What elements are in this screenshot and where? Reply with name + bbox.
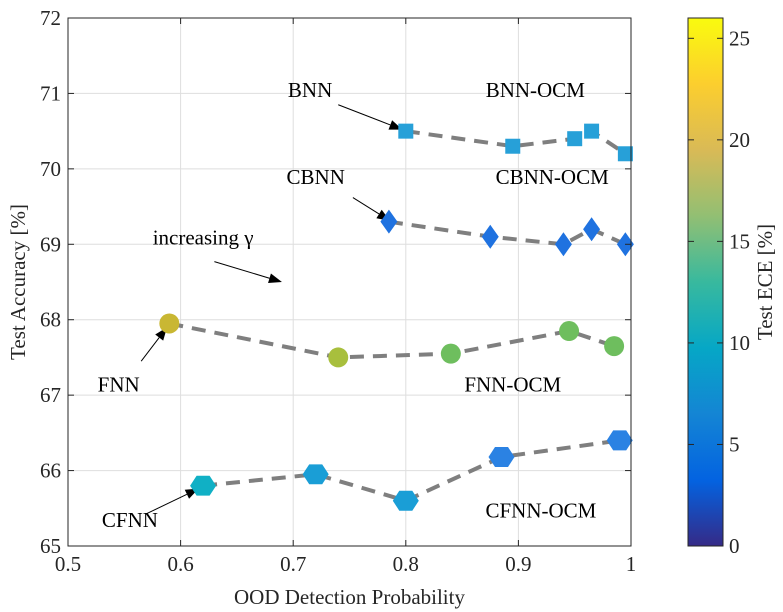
annotation-label: CBNN-OCM [496,165,610,189]
square-marker [617,146,633,162]
colorbar-label: Test ECE [%] [753,224,777,340]
colorbar-tick-label: 10 [729,331,750,355]
x-tick-label: 0.5 [55,552,81,576]
diamond-marker [554,232,572,257]
colorbar-tick-label: 20 [729,128,750,152]
colorbar-tick-label: 5 [729,432,740,456]
annotation-label: CFNN [102,508,158,532]
plot-frame [67,17,632,547]
x-tick-label: 0.7 [280,552,306,576]
hexagon-marker [392,490,419,511]
y-tick-label: 67 [40,383,61,407]
arrow-shaft [146,493,188,515]
colorbar-tick-label: 0 [729,534,740,558]
diamond-marker [380,209,398,234]
x-axis-label: OOD Detection Probability [234,585,465,609]
hexagon-marker [302,464,329,485]
x-axis-ticks: 0.5 0.6 0.7 0.8 0.9 1 [55,18,636,576]
x-tick-label: 0.9 [505,552,531,576]
colorbar-ticks: 0 5 10 15 20 25 [688,26,750,558]
square-marker [505,138,521,154]
x-tick-label: 0.6 [167,552,193,576]
annotation-label: CBNN [287,165,345,189]
y-tick-label: 72 [40,6,61,30]
colorbar-tick-label: 15 [729,229,750,253]
annotation-label: FNN-OCM [464,372,561,396]
plot-area [68,18,631,546]
x-tick-label: 0.8 [393,552,419,576]
annotation-label: BNN [288,78,332,102]
y-tick-label: 70 [40,157,61,181]
square-marker [584,123,600,139]
hexagon-marker [606,430,633,451]
data-markers [159,123,634,511]
arrow-shaft [140,337,160,362]
arrow-shaft [214,261,270,279]
annotation-arrows [140,104,403,515]
x-tick-label: 1 [626,552,637,576]
arrow-shaft [338,104,391,126]
annotation-label: BNN-OCM [486,78,586,102]
y-axis-ticks: 65 66 67 68 69 70 71 72 [40,6,631,558]
diamond-marker [583,217,601,242]
circle-marker [604,336,625,357]
annotation-label: FNN [98,372,140,396]
square-marker [567,131,583,147]
circle-marker [559,321,580,342]
colorbar [687,17,724,547]
annotations: BNN BNN-OCM CBNN CBNN-OCM increasing γ FNN FNN… [98,78,609,532]
y-tick-label: 71 [40,81,61,105]
y-tick-label: 66 [40,459,61,483]
y-tick-label: 68 [40,308,61,332]
annotation-label: increasing γ [153,225,254,249]
y-tick-label: 69 [40,232,61,256]
arrow-head [268,273,282,284]
hexagon-marker [190,475,217,496]
square-marker [398,123,414,139]
y-tick-label: 65 [40,534,61,558]
circle-marker [440,343,461,364]
diamond-marker [481,224,499,249]
circle-marker [328,347,349,368]
colorbar-tick-label: 25 [729,26,750,50]
y-axis-label: Test Accuracy [%] [6,204,30,360]
arrow-shaft [352,197,380,215]
hexagon-marker [488,447,515,467]
annotation-label: CFNN-OCM [485,498,596,522]
series-line-diamond [388,219,627,247]
circle-marker [159,313,180,334]
